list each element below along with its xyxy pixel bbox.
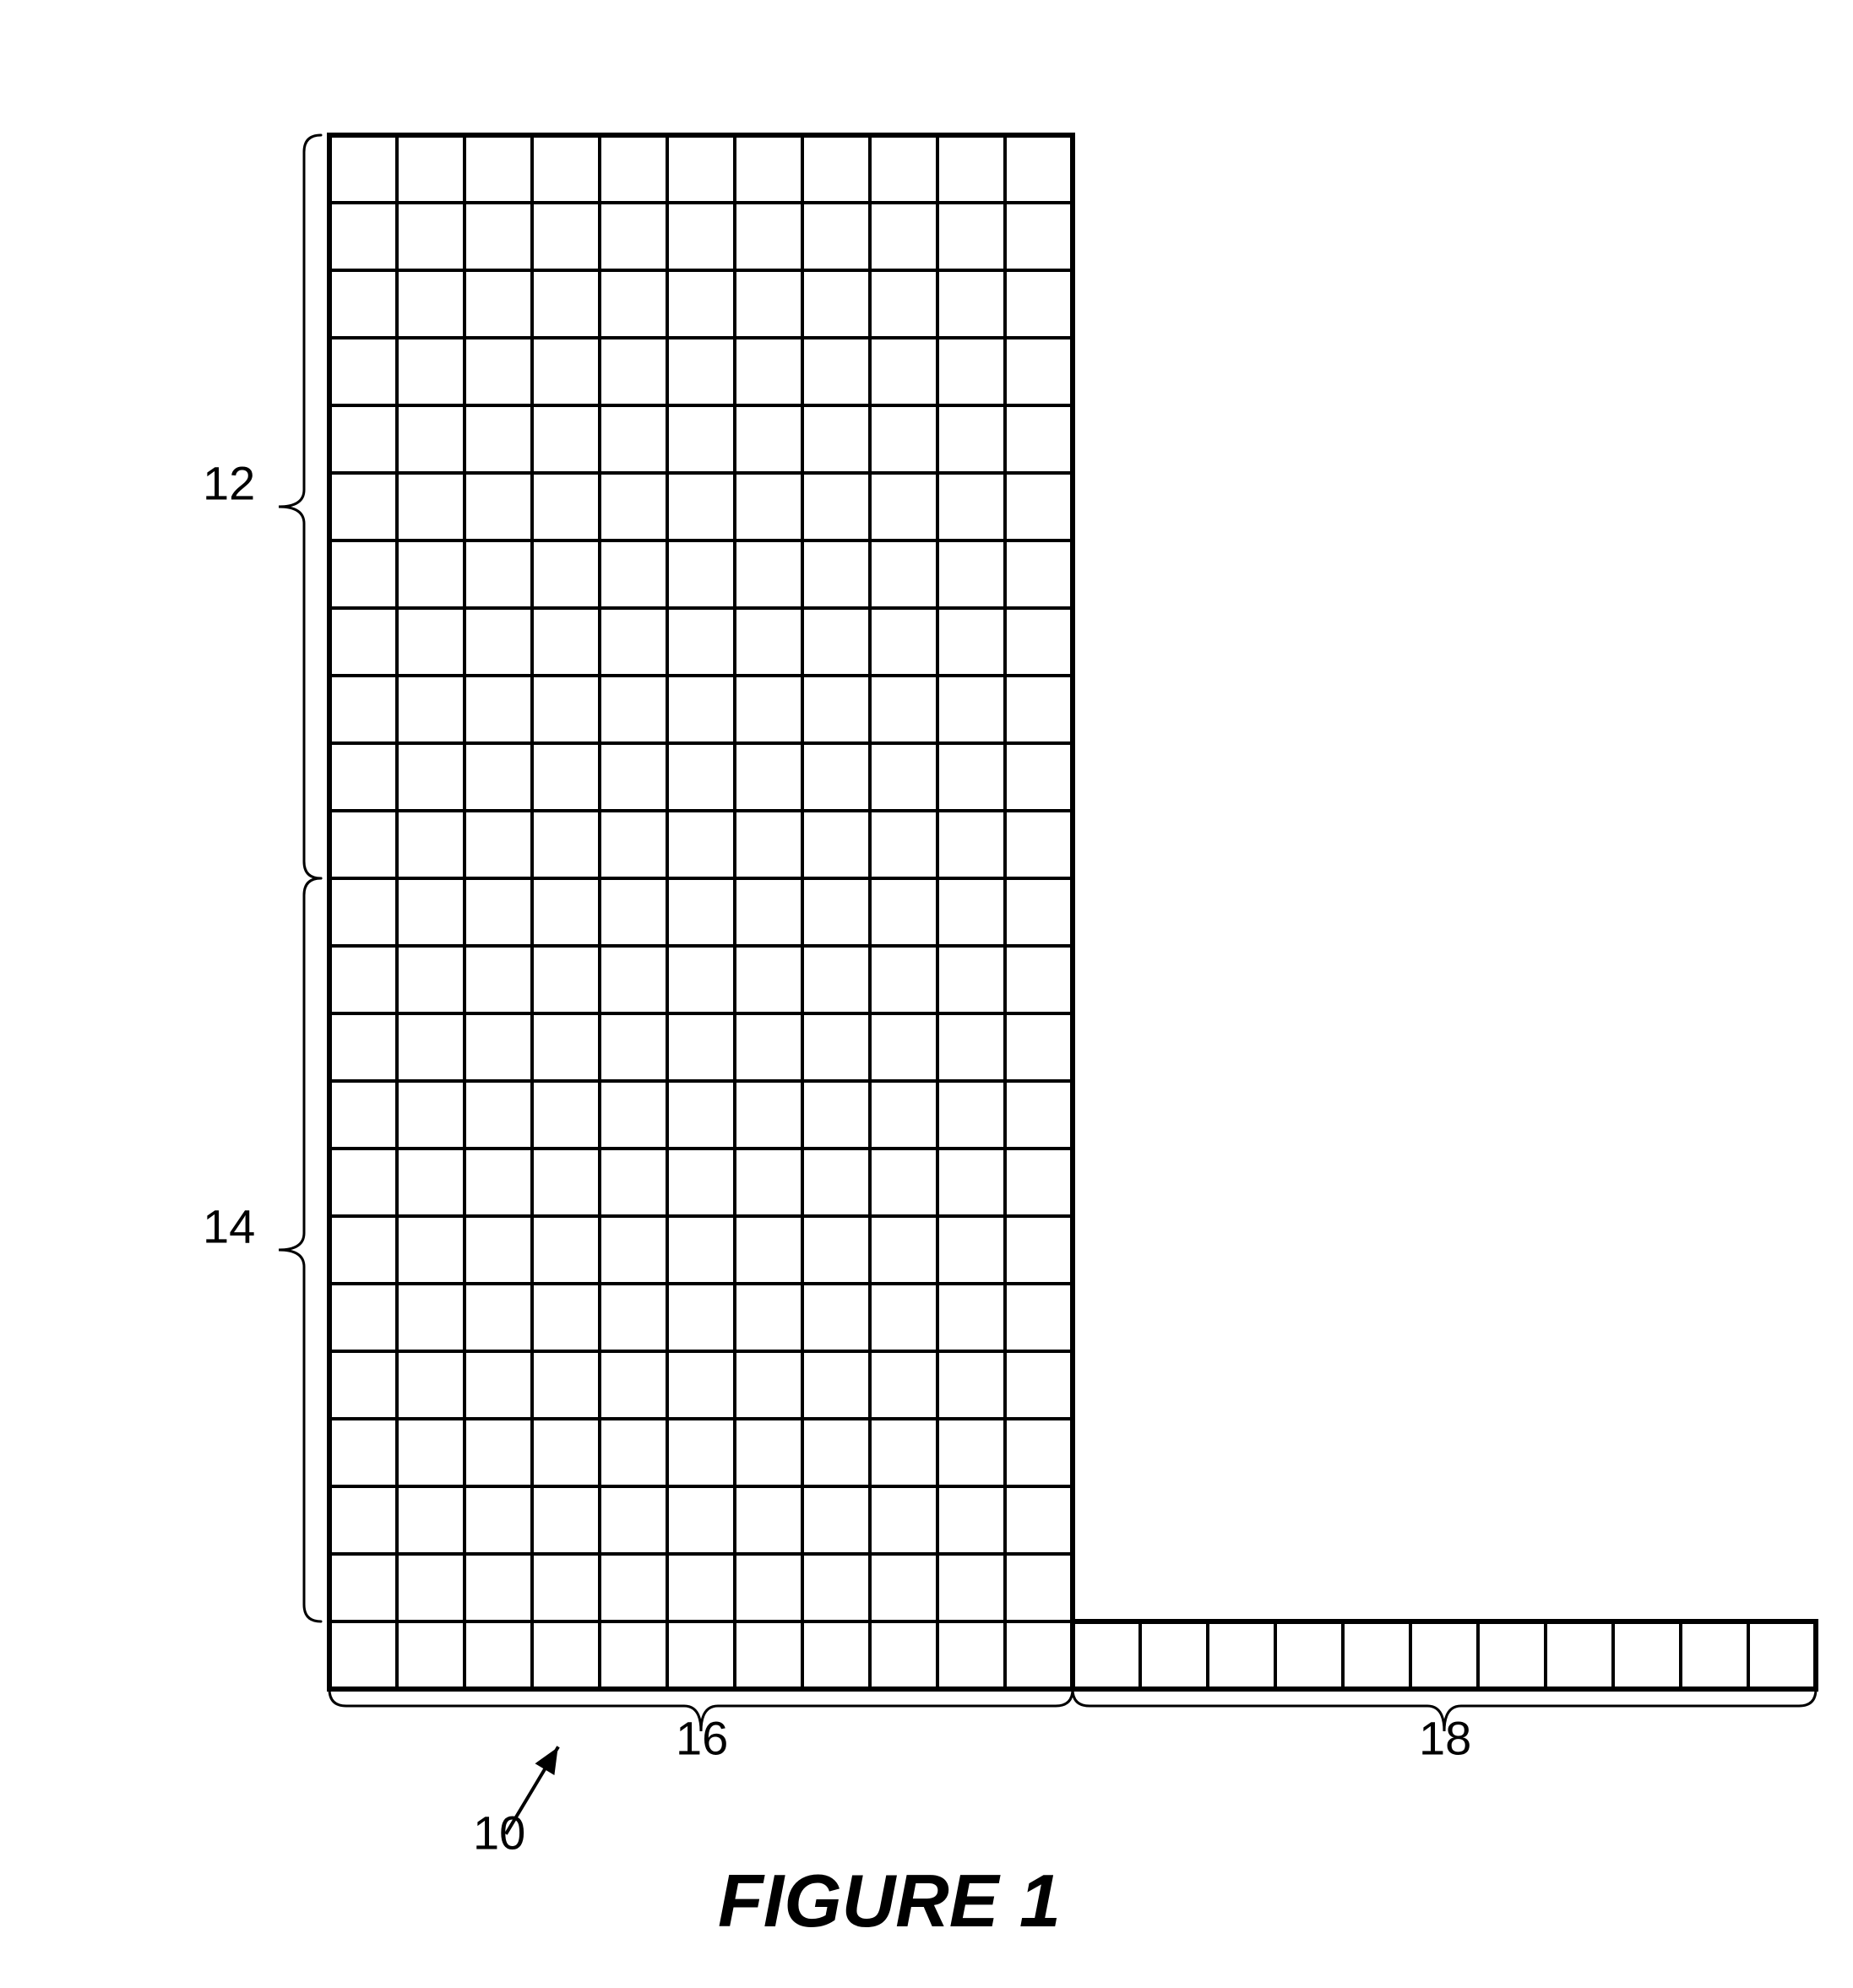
label-18: 18: [1419, 1711, 1471, 1766]
label-10: 10: [473, 1806, 525, 1860]
diagram-svg: [0, 0, 1853, 1984]
label-14: 14: [203, 1199, 255, 1254]
figure-title: FIGURE 1: [718, 1858, 1061, 1944]
label-12: 12: [203, 456, 255, 511]
label-16: 16: [676, 1711, 728, 1766]
diagram-canvas: 12 14 16 18 10 FIGURE 1: [0, 0, 1853, 1984]
